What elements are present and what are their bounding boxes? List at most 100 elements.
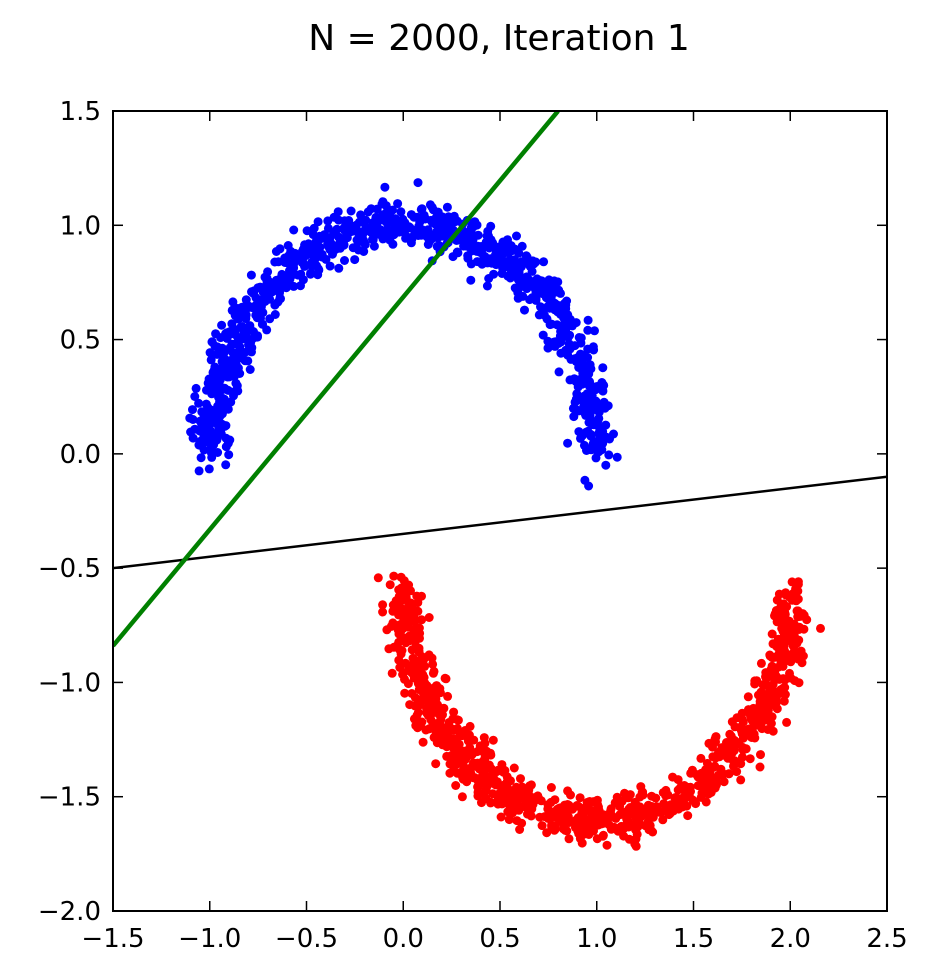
scatter-point-1 bbox=[610, 798, 620, 808]
scatter-point-1 bbox=[436, 714, 446, 724]
scatter-point-1 bbox=[789, 631, 799, 641]
scatter-point-0 bbox=[532, 277, 541, 287]
scatter-point-1 bbox=[696, 792, 706, 802]
scatter-point-0 bbox=[458, 236, 468, 246]
scatter-point-1 bbox=[788, 654, 797, 664]
scatter-point-1 bbox=[606, 806, 615, 816]
scatter-point-0 bbox=[249, 288, 258, 298]
y-tick-label: −0.5 bbox=[38, 554, 101, 584]
scatter-point-1 bbox=[563, 812, 573, 822]
scatter-point-1 bbox=[631, 834, 641, 844]
scatter-point-1 bbox=[457, 792, 467, 802]
scatter-point-1 bbox=[737, 752, 747, 762]
scatter-point-0 bbox=[522, 252, 532, 262]
scatter-point-1 bbox=[575, 793, 585, 803]
scatter-point-0 bbox=[391, 217, 401, 227]
scatter-point-1 bbox=[609, 822, 619, 832]
scatter-point-0 bbox=[212, 342, 222, 352]
scatter-point-0 bbox=[598, 427, 608, 437]
scatter-point-0 bbox=[359, 237, 369, 247]
scatter-point-0 bbox=[584, 481, 594, 491]
scatter-point-1 bbox=[497, 792, 507, 802]
scatter-point-0 bbox=[365, 225, 375, 235]
scatter-point-0 bbox=[194, 440, 204, 450]
scatter-point-0 bbox=[594, 413, 604, 423]
scatter-point-1 bbox=[525, 781, 535, 791]
scatter-point-0 bbox=[309, 223, 319, 233]
scatter-point-0 bbox=[245, 365, 255, 374]
scatter-point-0 bbox=[571, 394, 581, 404]
scatter-point-1 bbox=[384, 644, 394, 654]
scatter-point-1 bbox=[697, 770, 707, 780]
scatter-point-0 bbox=[583, 325, 593, 335]
scatter-point-1 bbox=[573, 826, 583, 836]
scatter-point-1 bbox=[480, 771, 490, 780]
scatter-point-0 bbox=[401, 231, 411, 240]
scatter-point-1 bbox=[586, 808, 596, 818]
scatter-point-0 bbox=[247, 303, 257, 312]
scatter-point-1 bbox=[659, 799, 669, 809]
scatter-point-1 bbox=[738, 745, 748, 755]
x-tick-label: −1.0 bbox=[178, 924, 241, 954]
scatter-point-1 bbox=[404, 580, 414, 590]
scatter-point-1 bbox=[797, 658, 807, 668]
scatter-point-0 bbox=[612, 452, 622, 462]
scatter-point-1 bbox=[719, 777, 729, 787]
scatter-point-1 bbox=[786, 673, 796, 683]
scatter-point-1 bbox=[696, 753, 706, 763]
scatter-point-0 bbox=[246, 270, 256, 280]
scatter-point-1 bbox=[403, 608, 413, 618]
scatter-point-0 bbox=[563, 310, 573, 320]
y-tick-label: 1.5 bbox=[60, 97, 101, 127]
scatter-point-0 bbox=[185, 413, 195, 423]
scatter-point-1 bbox=[743, 692, 753, 702]
scatter-point-0 bbox=[565, 375, 575, 385]
scatter-point-0 bbox=[307, 243, 317, 253]
scatter-point-1 bbox=[487, 764, 496, 774]
scatter-point-0 bbox=[260, 272, 270, 282]
scatter-point-1 bbox=[581, 824, 591, 834]
scatter-point-0 bbox=[298, 256, 308, 266]
scatter-point-0 bbox=[283, 275, 293, 285]
scatter-point-0 bbox=[416, 204, 426, 214]
scatter-point-1 bbox=[793, 594, 803, 604]
scatter-point-1 bbox=[705, 767, 715, 777]
scatter-point-1 bbox=[620, 788, 629, 798]
scatter-point-1 bbox=[547, 820, 557, 830]
scatter-point-1 bbox=[496, 812, 506, 822]
scatter-point-1 bbox=[791, 584, 801, 594]
scatter-point-0 bbox=[515, 278, 525, 288]
scatter-point-0 bbox=[545, 320, 555, 330]
scatter-point-0 bbox=[570, 341, 580, 351]
scatter-point-0 bbox=[347, 226, 357, 236]
decision-lines bbox=[113, 111, 887, 648]
scatter-point-0 bbox=[583, 315, 593, 325]
scatter-point-0 bbox=[589, 400, 599, 410]
scatter-point-1 bbox=[598, 831, 608, 841]
scatter-point-1 bbox=[602, 840, 612, 850]
scatter-point-1 bbox=[439, 703, 449, 713]
scatter-point-0 bbox=[466, 259, 476, 269]
scatter-point-0 bbox=[583, 344, 593, 354]
scatter-point-0 bbox=[206, 355, 216, 365]
scatter-point-1 bbox=[767, 629, 777, 639]
scatter-point-1 bbox=[409, 714, 419, 724]
scatter-point-1 bbox=[736, 775, 746, 785]
scatter-point-0 bbox=[590, 326, 599, 336]
black-separator-line bbox=[113, 475, 887, 570]
scatter-point-0 bbox=[323, 239, 333, 249]
scatter-point-0 bbox=[205, 348, 215, 358]
scatter-point-1 bbox=[728, 756, 738, 766]
scatter-point-0 bbox=[605, 434, 614, 444]
scatter-point-0 bbox=[354, 217, 364, 227]
scatter-point-1 bbox=[773, 639, 783, 649]
x-tick-label: 0.5 bbox=[479, 924, 520, 954]
scatter-point-0 bbox=[393, 199, 403, 209]
scatter-point-1 bbox=[398, 670, 408, 679]
scatter-point-0 bbox=[380, 182, 390, 192]
scatter-point-0 bbox=[329, 212, 339, 222]
scatter-point-1 bbox=[395, 645, 405, 655]
scatter-point-0 bbox=[587, 390, 597, 400]
green-separator-line bbox=[113, 111, 560, 648]
scatter-point-0 bbox=[243, 346, 253, 356]
